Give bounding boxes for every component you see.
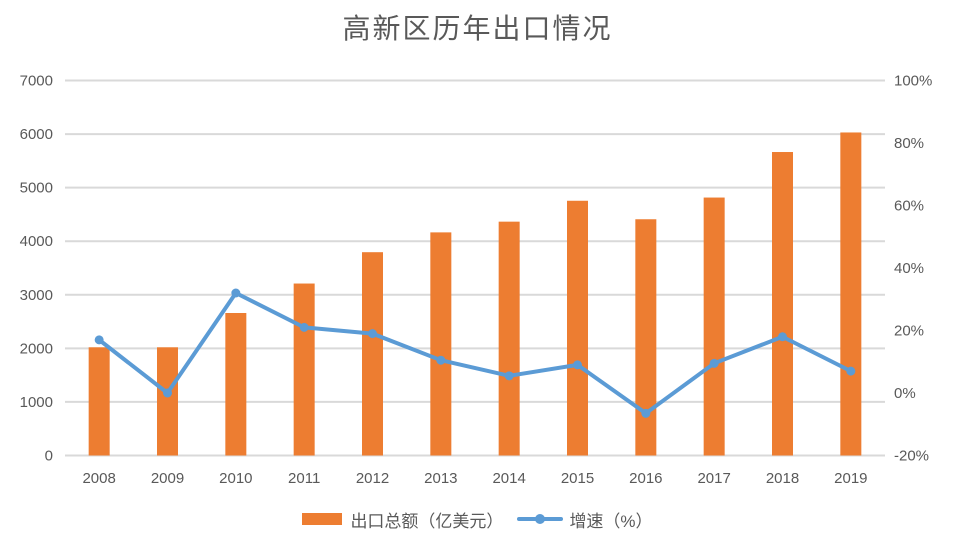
y-axis-tick-label-right: 80%: [894, 135, 924, 152]
y-axis-tick-label-right: -20%: [894, 448, 929, 465]
growth-point: [436, 355, 446, 365]
export-bar: [567, 200, 588, 456]
legend-line-label: 增速（%）: [569, 511, 653, 531]
x-axis-tick-label: 2008: [82, 470, 115, 487]
y-axis-tick-label-left: 2000: [20, 340, 53, 357]
y-axis-tick-label-left: 7000: [20, 73, 53, 90]
x-axis-tick-label: 2019: [834, 470, 867, 487]
export-bar: [772, 152, 793, 456]
x-axis-tick-label: 2018: [766, 470, 799, 487]
x-axis-tick-label: 2017: [697, 470, 730, 487]
y-axis-tick-label-right: 60%: [894, 198, 924, 215]
x-axis-tick-label: 2015: [561, 470, 594, 487]
y-axis-tick-label-right: 40%: [894, 260, 924, 277]
growth-point: [778, 332, 787, 342]
y-axis-tick-label-right: 100%: [894, 73, 932, 90]
export-bar: [498, 221, 520, 456]
legend-line-swatch: [517, 513, 564, 525]
legend: 出口总额（亿美元） 增速（%）: [0, 506, 955, 532]
export-bar: [88, 347, 110, 456]
y-axis-tick-label-left: 0: [45, 448, 53, 465]
growth-point: [231, 288, 241, 298]
legend-bar-swatch: [302, 513, 343, 525]
growth-point: [163, 388, 172, 398]
x-axis-tick-label: 2016: [629, 470, 662, 487]
y-axis-tick-label-right: 20%: [894, 323, 924, 340]
growth-line: [97, 291, 853, 416]
growth-point: [368, 329, 377, 339]
export-bar: [293, 283, 315, 456]
growth-point: [299, 322, 309, 332]
legend-line-dot-icon: [535, 514, 546, 524]
y-axis-tick-label-left: 3000: [20, 287, 53, 304]
export-bar: [703, 197, 725, 456]
growth-point: [846, 366, 856, 376]
growth-point: [709, 358, 719, 368]
export-bar: [635, 219, 657, 456]
growth-point: [641, 408, 651, 418]
export-bar: [362, 252, 383, 456]
y-axis-tick-label-left: 5000: [20, 180, 53, 197]
x-axis-tick-label: 2011: [288, 470, 320, 487]
x-axis-tick-label: 2014: [492, 470, 525, 487]
x-axis-tick-label: 2012: [356, 470, 389, 487]
x-axis-tick-label: 2013: [424, 470, 457, 487]
y-axis-tick-label-left: 1000: [20, 394, 53, 411]
y-axis-tick-label-right: 0%: [894, 385, 916, 402]
y-axis-tick-label-left: 6000: [20, 126, 53, 143]
growth-point: [504, 371, 514, 381]
export-bar: [840, 132, 862, 456]
growth-point: [94, 335, 104, 345]
growth-point: [573, 360, 582, 370]
x-axis-tick-label: 2010: [219, 470, 252, 487]
y-axis-tick-label-left: 4000: [20, 233, 53, 250]
legend-bar-label: 出口总额（亿美元）: [350, 511, 504, 531]
export-bar: [225, 313, 247, 456]
chart-title: 高新区历年出口情况: [342, 14, 613, 45]
x-axis-tick-label: 2009: [151, 470, 184, 487]
export-bar: [157, 347, 178, 456]
export-bar: [430, 232, 452, 456]
